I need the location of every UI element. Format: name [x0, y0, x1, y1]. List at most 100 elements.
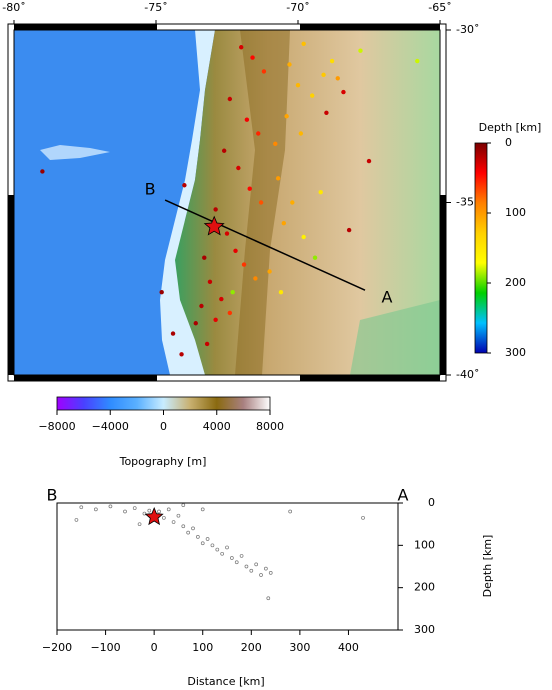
- earthquake: [247, 186, 252, 191]
- hypocenter: [254, 562, 259, 567]
- hypocenter: [166, 507, 171, 512]
- earthquake: [244, 117, 250, 122]
- lowland: [350, 300, 440, 375]
- y-tick-label: -40˚: [456, 368, 479, 381]
- y-tick-label: 0: [428, 496, 435, 509]
- hypocenter: [186, 530, 191, 535]
- x-tick-label: 300: [289, 641, 310, 654]
- x-tick-label: -80˚: [2, 1, 25, 14]
- earthquake: [335, 76, 340, 81]
- hypocenter: [268, 570, 273, 575]
- x-tick-label: 100: [192, 641, 213, 654]
- hypocenter: [220, 551, 225, 556]
- x-tick-label: -70˚: [286, 1, 309, 14]
- earthquake: [253, 276, 258, 281]
- earthquake: [415, 58, 420, 64]
- profile-start-label: B: [145, 180, 156, 199]
- hypocenter: [239, 554, 244, 558]
- earthquake: [207, 279, 213, 285]
- earthquake: [193, 321, 198, 326]
- x-tick-label: -75˚: [144, 1, 167, 14]
- hypocenter: [259, 573, 263, 577]
- plot-frame: [56, 502, 399, 631]
- hypocenter: [142, 511, 147, 516]
- earthquake: [281, 221, 286, 226]
- colorbar-tick-label: 8000: [256, 420, 284, 433]
- earthquake: [267, 269, 272, 274]
- hypocenter: [137, 522, 142, 527]
- earthquake: [256, 131, 261, 136]
- earthquake: [202, 255, 207, 260]
- profile-end-label: A: [382, 288, 393, 307]
- earthquake: [233, 248, 238, 253]
- hypocenter: [147, 508, 152, 513]
- x-tick-label: −100: [90, 641, 120, 654]
- hypocenter: [74, 518, 79, 522]
- x-axis-label: Distance [km]: [187, 675, 264, 688]
- hypocenter: [108, 504, 113, 509]
- earthquake: [239, 45, 244, 50]
- earthquake: [358, 48, 363, 53]
- earthquakes: [40, 41, 420, 357]
- y-tick-label: -35˚: [456, 196, 479, 209]
- epicenter: [144, 506, 164, 526]
- section-left-label: B: [47, 486, 58, 505]
- earthquake: [324, 110, 329, 116]
- hypocenter: [79, 505, 84, 510]
- hypocenter: [157, 509, 161, 514]
- earthquake: [227, 310, 233, 316]
- earthquake: [295, 83, 301, 88]
- hypocenter: [205, 537, 210, 541]
- hypocenter: [249, 568, 254, 573]
- earthquake: [287, 62, 292, 67]
- earthquake: [275, 176, 281, 181]
- colorbar-tick-label: −8000: [38, 420, 75, 433]
- shelf: [160, 30, 215, 375]
- colorbar-tick-label: 0: [505, 136, 512, 149]
- hypocenter: [181, 503, 186, 507]
- earthquake: [261, 69, 267, 74]
- hypocenter: [266, 596, 271, 601]
- earthquake: [366, 158, 372, 164]
- hypocenter: [176, 513, 181, 518]
- earthquake: [301, 234, 306, 240]
- map-area: [14, 30, 440, 375]
- frame-bars: [8, 24, 446, 381]
- hypocenter: [210, 543, 215, 548]
- colorbar-tick-label: 300: [505, 346, 526, 359]
- earthquake: [329, 58, 335, 64]
- earthquake: [346, 227, 352, 233]
- earthquake: [273, 141, 278, 147]
- earthquake: [182, 183, 187, 188]
- x-tick-label: 200: [241, 641, 262, 654]
- hypocenter: [123, 509, 127, 514]
- hypocenter: [215, 547, 220, 552]
- earthquake: [310, 93, 315, 98]
- earthquake: [224, 231, 230, 236]
- earthquake: [312, 255, 318, 260]
- earthquake: [170, 331, 176, 336]
- earthquake: [284, 114, 289, 119]
- profile-line: [164, 199, 366, 291]
- earthquake: [236, 165, 241, 171]
- earthquake: [199, 303, 204, 309]
- seamount: [40, 145, 110, 160]
- earthquake: [341, 89, 346, 95]
- hypocenter: [132, 506, 137, 510]
- x-tick-label: -65˚: [428, 1, 451, 14]
- earthquake: [290, 200, 295, 205]
- hypocenter: [244, 564, 249, 569]
- colorbar-tick-label: 200: [505, 276, 526, 289]
- section-right-label: A: [398, 486, 409, 505]
- earthquake: [40, 169, 45, 174]
- earthquake: [321, 72, 326, 78]
- epicenter: [203, 215, 225, 236]
- earthquake: [250, 55, 255, 60]
- topography-colorbar: [56, 396, 271, 411]
- colorbar-tick-label: 100: [505, 206, 526, 219]
- hypocenter: [94, 507, 98, 512]
- hypocenter: [225, 545, 229, 550]
- earthquake: [213, 317, 218, 322]
- earthquake: [301, 41, 306, 46]
